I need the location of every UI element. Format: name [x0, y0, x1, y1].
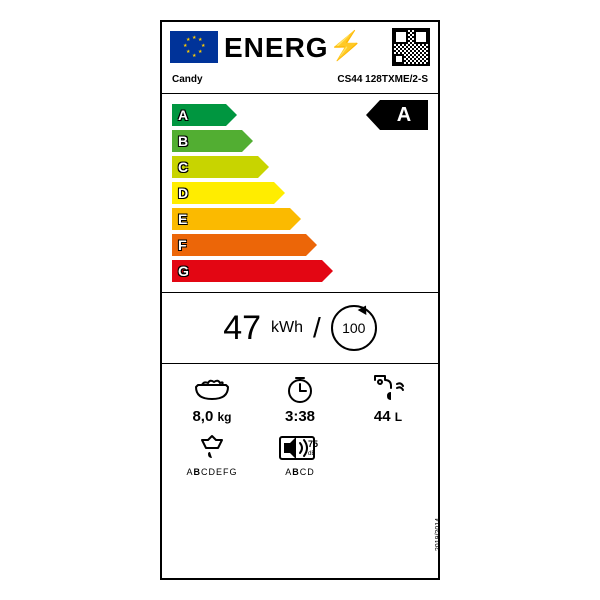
qr-code-icon: [392, 28, 430, 66]
water-icon: [371, 374, 405, 404]
model: CS44 128TXME/2-S: [337, 74, 428, 85]
efficiency-chart: ABCDEFG A: [162, 94, 438, 293]
efficiency-bar-letter: B: [178, 130, 188, 152]
spec-scale: ABCDEFG: [186, 467, 237, 477]
energy-title: ENERG⚡: [224, 31, 386, 64]
efficiency-bar-C: C: [172, 156, 428, 178]
regulation-ref: 2019/2014: [435, 518, 442, 551]
efficiency-bar-E: E: [172, 208, 428, 230]
cycles-icon: 100: [331, 305, 377, 351]
spec-spin: ABCDEFG: [170, 433, 254, 477]
efficiency-bar-letter: A: [178, 104, 188, 126]
spec-value: 3:38: [285, 408, 315, 425]
kwh-unit: kWh: [271, 319, 303, 337]
specs-row-1: 8,0 kg 3:38 44 L: [162, 364, 438, 429]
specs-row-2: ABCDEFG 75 dB ABCD: [162, 429, 438, 485]
slash: /: [313, 312, 321, 344]
efficiency-bar-letter: C: [178, 156, 188, 178]
noise-icon: 75 dB: [278, 433, 322, 463]
spec-duration: 3:38: [258, 374, 342, 425]
spec-value: 44 L: [374, 408, 402, 425]
cycles-value: 100: [342, 320, 365, 336]
capacity-icon: [192, 374, 232, 404]
consumption-row: 47 kWh / 100: [162, 293, 438, 364]
energy-label: ★★ ★★ ★★ ★★ ENERG⚡ Candy CS44 128TXME/2-…: [160, 20, 440, 580]
spec-value: 8,0 kg: [192, 408, 231, 425]
spec-scale: ABCD: [285, 467, 315, 477]
efficiency-bar-letter: D: [178, 182, 188, 204]
efficiency-bar-D: D: [172, 182, 428, 204]
spec-capacity: 8,0 kg: [170, 374, 254, 425]
rating-letter: A: [380, 100, 428, 130]
spec-water: 44 L: [346, 374, 430, 425]
spec-empty: [346, 433, 430, 477]
kwh-value: 47: [223, 309, 261, 348]
efficiency-bar-G: G: [172, 260, 428, 282]
efficiency-bar-letter: E: [178, 208, 187, 230]
bolt-icon: ⚡: [329, 29, 365, 62]
brand: Candy: [172, 74, 203, 85]
efficiency-bar-letter: F: [178, 234, 187, 256]
rating-arrow: A: [366, 100, 428, 130]
efficiency-bar-B: B: [172, 130, 428, 152]
duration-icon: [284, 374, 316, 404]
eu-flag-icon: ★★ ★★ ★★ ★★: [170, 31, 218, 63]
spec-noise: 75 dB ABCD: [258, 433, 342, 477]
brand-model-row: Candy CS44 128TXME/2-S: [162, 70, 438, 94]
header: ★★ ★★ ★★ ★★ ENERG⚡: [162, 22, 438, 70]
svg-text:dB: dB: [308, 451, 315, 457]
efficiency-bar-letter: G: [178, 260, 189, 282]
spin-icon: [194, 433, 230, 463]
efficiency-bar-F: F: [172, 234, 428, 256]
svg-text:75: 75: [308, 439, 318, 449]
